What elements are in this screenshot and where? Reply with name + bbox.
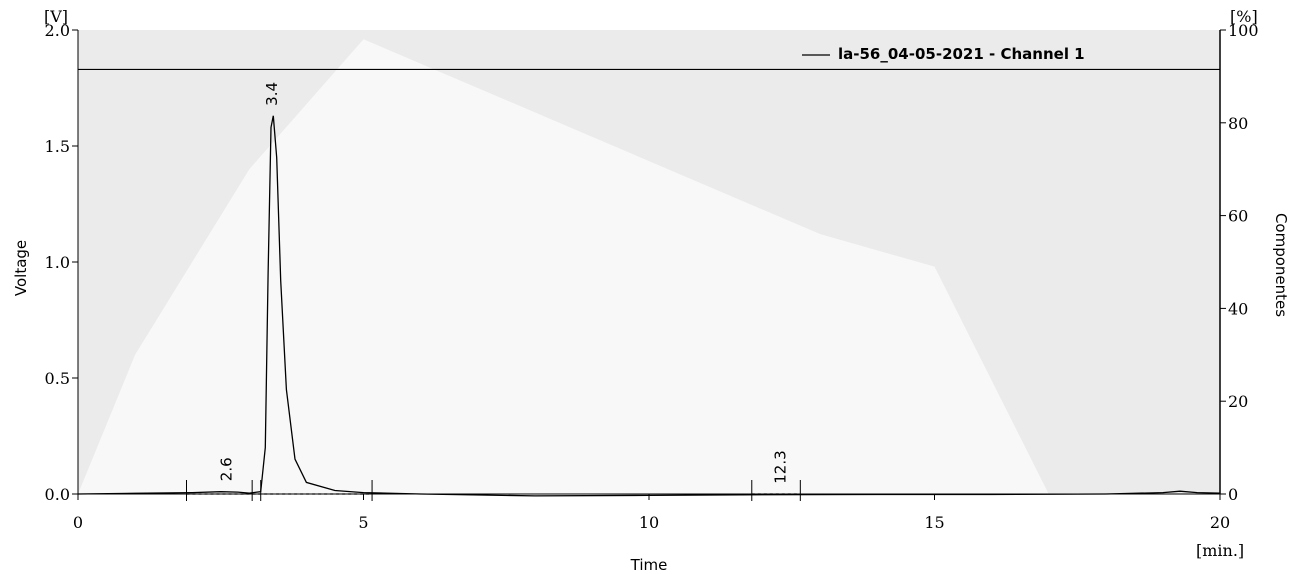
y2-tick-label: 100 xyxy=(1228,21,1259,40)
x-tick-label: 0 xyxy=(73,513,83,532)
y-tick-label: 0.5 xyxy=(45,369,70,388)
y2-tick-label: 20 xyxy=(1228,392,1248,411)
y-tick-label: 0.0 xyxy=(45,485,70,504)
peak-labels: 2.6 3.4 12.3 xyxy=(217,82,789,484)
x-tick-label: 20 xyxy=(1210,513,1230,532)
y2-tick-label: 40 xyxy=(1228,299,1248,318)
integration-markers xyxy=(185,480,801,501)
y2-axis-unit: [%] xyxy=(1230,7,1258,26)
componentes-area xyxy=(78,39,1220,494)
legend-label: la-56_04-05-2021 - Channel 1 xyxy=(838,45,1085,63)
y-tick-label: 1.5 xyxy=(45,137,70,156)
x-axis-title: Time xyxy=(630,556,668,574)
y2-axis-title: Componentes xyxy=(1272,213,1290,317)
peak-label: 12.3 xyxy=(771,450,789,483)
y-tick-label: 1.0 xyxy=(45,253,70,272)
x-tick-label: 5 xyxy=(358,513,368,532)
y-axis-unit: [V] xyxy=(44,7,68,26)
y2-ticks: 0 20 40 60 80 100 xyxy=(1220,21,1259,504)
y-ticks: 0.0 0.5 1.0 1.5 2.0 xyxy=(45,21,78,504)
x-tick-label: 10 xyxy=(639,513,659,532)
y2-tick-label: 60 xyxy=(1228,207,1248,226)
x-axis-unit: [min.] xyxy=(1196,541,1244,560)
x-ticks: 0 5 10 15 20 xyxy=(73,494,1230,532)
y2-tick-label: 0 xyxy=(1228,485,1238,504)
legend: la-56_04-05-2021 - Channel 1 xyxy=(802,45,1085,63)
y-axis-title: Voltage xyxy=(12,240,30,296)
x-tick-label: 15 xyxy=(924,513,944,532)
peak-label: 3.4 xyxy=(263,82,281,106)
y-tick-label: 2.0 xyxy=(45,21,70,40)
peak-label: 2.6 xyxy=(217,457,235,481)
y2-tick-label: 80 xyxy=(1228,114,1248,133)
